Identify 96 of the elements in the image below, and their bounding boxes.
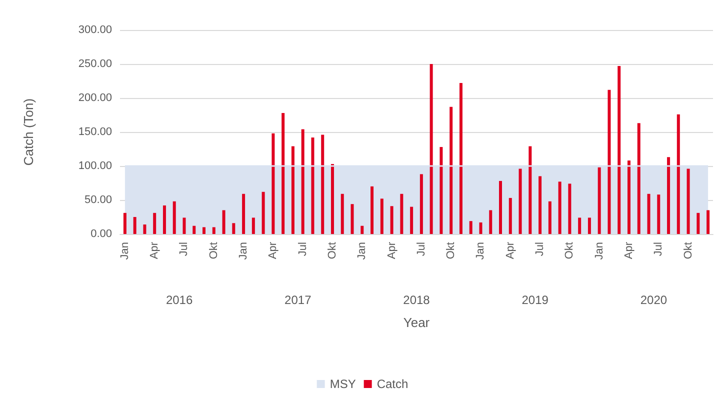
bar	[153, 212, 156, 234]
bar	[479, 222, 482, 234]
x-tick-label: Jul	[652, 242, 665, 256]
bar	[499, 180, 502, 234]
y-tick-label: 0.00	[90, 228, 112, 240]
x-tick-label: Okt	[682, 242, 694, 260]
bar	[340, 194, 344, 234]
x-tick-label: Apr	[386, 242, 398, 260]
x-tick-label: Jul	[296, 242, 309, 256]
bar	[667, 157, 670, 234]
x-tick-label: Jan	[238, 242, 250, 260]
legend-label: Catch	[376, 377, 408, 391]
text: 2016	[166, 293, 193, 307]
bar	[538, 176, 542, 234]
y-tick-label: 100.00	[78, 160, 112, 172]
bar	[627, 160, 630, 234]
bar	[706, 210, 710, 234]
bar	[370, 186, 374, 234]
bar	[548, 201, 552, 234]
x-tick-label: Okt	[326, 242, 338, 260]
bar	[430, 64, 433, 234]
bar	[232, 223, 236, 234]
bar	[696, 212, 700, 234]
x-tick-label: Jul	[178, 242, 190, 256]
bar	[637, 123, 640, 234]
bar	[133, 217, 136, 234]
x-tick-label: Okt	[445, 242, 458, 260]
text: 2020	[640, 293, 668, 307]
bar	[192, 226, 196, 234]
x-tick-label: Okt	[208, 242, 220, 260]
bar	[676, 114, 680, 234]
y-axis-title: Catch (Ton)	[21, 98, 36, 166]
text: 2017	[284, 293, 312, 307]
bar	[350, 204, 354, 234]
bar	[242, 194, 246, 234]
x-tick-label: Jan	[356, 242, 368, 260]
legend-label: MSY	[330, 377, 356, 391]
bar	[598, 167, 601, 234]
bar	[608, 90, 611, 234]
bar	[212, 227, 216, 234]
bar	[459, 83, 462, 234]
bar	[202, 227, 206, 234]
bar	[390, 206, 394, 234]
bar	[330, 164, 334, 234]
x-tick-label: Jul	[534, 242, 546, 256]
x-tick-label: Apr	[267, 242, 280, 260]
y-tick-label: 50.00	[84, 194, 112, 206]
bar	[518, 168, 522, 234]
x-tick-label: Jul	[415, 242, 428, 256]
x-axis-title: Year	[403, 315, 430, 330]
bar	[291, 146, 294, 234]
bar	[450, 106, 453, 234]
bar	[489, 210, 492, 234]
bar	[301, 129, 304, 234]
x-tick-label: Apr	[504, 242, 516, 260]
bar	[410, 206, 414, 234]
bar	[123, 212, 126, 234]
x-tick-label: Jan	[118, 242, 131, 260]
bar	[420, 174, 423, 234]
bar	[657, 194, 660, 234]
x-tick-label: Okt	[564, 242, 576, 260]
bar	[588, 218, 591, 234]
bar	[686, 168, 690, 234]
text: 2019	[522, 293, 549, 307]
x-tick-label: Jan	[593, 242, 606, 260]
bar	[311, 137, 314, 234]
bar	[182, 218, 186, 234]
y-tick-label: 300.00	[78, 24, 112, 36]
bar	[558, 182, 562, 234]
y-tick-label: 200.00	[78, 92, 112, 104]
bar	[528, 146, 532, 234]
bar	[647, 194, 650, 234]
x-tick-label: Apr	[148, 242, 161, 260]
bar	[568, 184, 572, 234]
bar	[252, 218, 255, 234]
bar	[578, 218, 582, 234]
bar	[440, 146, 443, 234]
text: 2018	[403, 293, 430, 307]
y-tick-label: 150.00	[78, 126, 112, 138]
bar	[360, 226, 364, 234]
y-tick-label: 250.00	[78, 58, 112, 70]
bar	[282, 112, 285, 234]
bar	[380, 198, 384, 234]
bar	[469, 221, 472, 234]
bar	[162, 205, 166, 234]
bar	[508, 198, 512, 234]
bar	[272, 133, 275, 234]
bar	[172, 201, 176, 234]
bar	[222, 210, 226, 234]
bar	[400, 194, 404, 234]
bar	[321, 134, 324, 234]
x-tick-label: Apr	[622, 242, 635, 260]
bar	[262, 192, 265, 234]
bar	[143, 224, 146, 234]
bar	[618, 66, 621, 234]
x-tick-label: Jan	[474, 242, 487, 260]
